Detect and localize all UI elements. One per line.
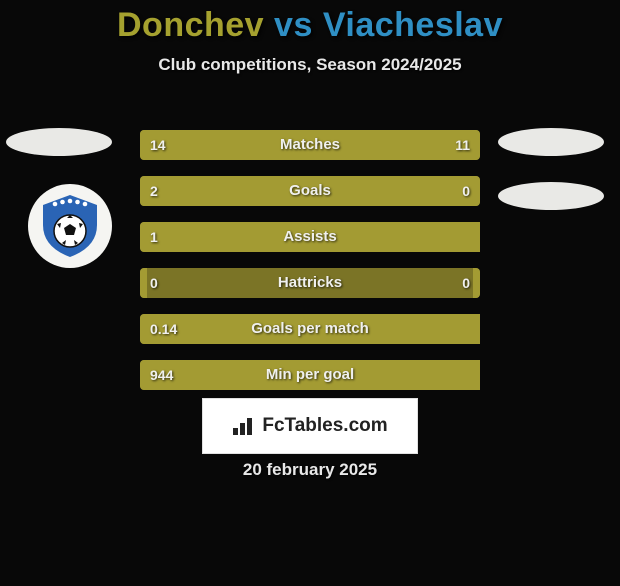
page-title: Donchev vs Viacheslav (0, 6, 620, 45)
stat-label: Assists (140, 222, 480, 252)
player-left-ellipse (6, 128, 112, 156)
title-right: Viacheslav (323, 6, 503, 44)
stat-row: 1Assists (140, 222, 480, 252)
stat-row: 00Hattricks (140, 268, 480, 298)
subtitle: Club competitions, Season 2024/2025 (0, 55, 620, 75)
stat-label: Min per goal (140, 360, 480, 390)
title-left: Donchev (117, 6, 264, 44)
stat-row: 20Goals (140, 176, 480, 206)
stat-label: Matches (140, 130, 480, 160)
shield-icon (35, 191, 105, 261)
stat-label: Hattricks (140, 268, 480, 298)
stat-row: 0.14Goals per match (140, 314, 480, 344)
brand-text: FcTables.com (262, 415, 387, 437)
bars-icon (232, 416, 256, 436)
player-right-ellipse-2 (498, 182, 604, 210)
footer-date: 20 february 2025 (0, 460, 620, 480)
stat-row: 1411Matches (140, 130, 480, 160)
club-badge (28, 184, 112, 268)
stat-row: 944Min per goal (140, 360, 480, 390)
stat-label: Goals per match (140, 314, 480, 344)
player-right-ellipse (498, 128, 604, 156)
brand-badge[interactable]: FcTables.com (202, 398, 418, 454)
stats-bars: 1411Matches 20Goals 1Assists 00Hattricks 0.1… (140, 130, 480, 406)
title-vs: vs (264, 6, 323, 44)
stat-label: Goals (140, 176, 480, 206)
